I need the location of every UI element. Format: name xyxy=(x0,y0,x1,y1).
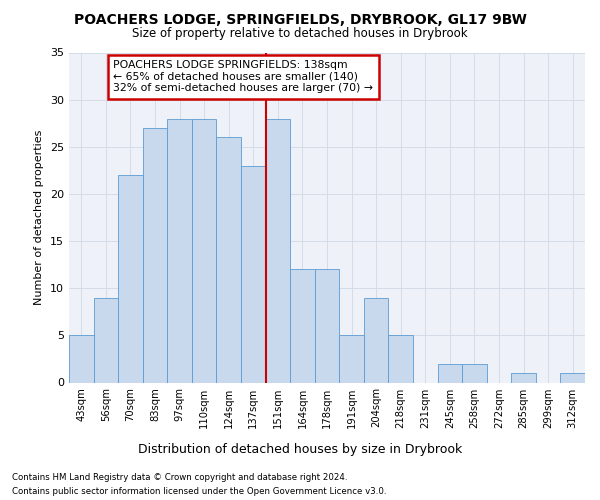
Bar xyxy=(290,270,315,382)
Text: POACHERS LODGE SPRINGFIELDS: 138sqm
← 65% of detached houses are smaller (140)
3: POACHERS LODGE SPRINGFIELDS: 138sqm ← 65… xyxy=(113,60,373,93)
Bar xyxy=(437,364,462,382)
Bar xyxy=(560,373,585,382)
Bar xyxy=(192,118,217,382)
Bar xyxy=(364,298,388,382)
Text: Contains public sector information licensed under the Open Government Licence v3: Contains public sector information licen… xyxy=(12,488,386,496)
Bar xyxy=(315,270,339,382)
Bar xyxy=(217,138,241,382)
Text: Contains HM Land Registry data © Crown copyright and database right 2024.: Contains HM Land Registry data © Crown c… xyxy=(12,472,347,482)
Text: POACHERS LODGE, SPRINGFIELDS, DRYBROOK, GL17 9BW: POACHERS LODGE, SPRINGFIELDS, DRYBROOK, … xyxy=(74,12,526,26)
Bar xyxy=(339,336,364,382)
Bar xyxy=(266,118,290,382)
Bar xyxy=(69,336,94,382)
Bar xyxy=(388,336,413,382)
Bar xyxy=(511,373,536,382)
Y-axis label: Number of detached properties: Number of detached properties xyxy=(34,130,44,305)
Text: Distribution of detached houses by size in Drybrook: Distribution of detached houses by size … xyxy=(138,442,462,456)
Text: Size of property relative to detached houses in Drybrook: Size of property relative to detached ho… xyxy=(132,28,468,40)
Bar xyxy=(462,364,487,382)
Bar xyxy=(241,166,266,382)
Bar xyxy=(118,175,143,382)
Bar xyxy=(167,118,192,382)
Bar xyxy=(143,128,167,382)
Bar xyxy=(94,298,118,382)
